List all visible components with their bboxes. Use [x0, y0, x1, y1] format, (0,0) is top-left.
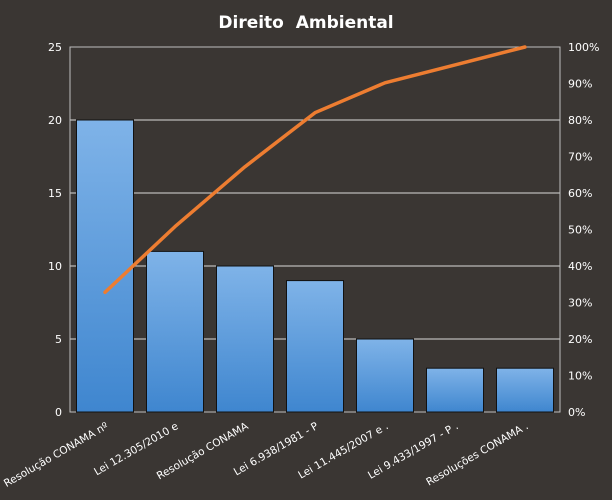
y2-tick-label: 90%	[568, 78, 592, 91]
y2-tick-label: 20%	[568, 333, 592, 346]
chart-title: Direito Ambiental	[218, 13, 393, 33]
y2-tick-label: 70%	[568, 151, 592, 164]
y2-tick-label: 0%	[568, 406, 585, 419]
y-tick-label: 20	[48, 114, 62, 127]
bar	[76, 119, 134, 413]
cumulative-line-series	[103, 45, 527, 295]
y2-tick-label: 30%	[568, 297, 592, 310]
y-tick-label: 15	[48, 187, 62, 200]
y2-tick-label: 40%	[568, 260, 592, 273]
y2-tick-label: 100%	[568, 41, 599, 54]
bar	[496, 367, 554, 413]
y-axis-right: 0% 10% 20% 30% 40% 50% 60% 70% 80% 90% 100%	[568, 41, 599, 419]
y-tick-label: 10	[48, 260, 62, 273]
y2-tick-label: 10%	[568, 370, 592, 383]
y-tick-label: 25	[48, 41, 62, 54]
cumulative-line	[103, 45, 527, 295]
y-tick-label: 5	[55, 333, 62, 346]
y-axis-left: 0 5 10 15 20 25	[48, 41, 62, 419]
y2-tick-label: 80%	[568, 114, 592, 127]
bar	[286, 280, 344, 413]
bar	[426, 367, 484, 413]
y2-tick-label: 50%	[568, 224, 592, 237]
bar	[356, 338, 414, 413]
bar	[146, 250, 204, 413]
bar-series	[76, 119, 554, 413]
bar	[216, 265, 274, 413]
y2-tick-label: 60%	[568, 187, 592, 200]
y-tick-label: 0	[55, 406, 62, 419]
